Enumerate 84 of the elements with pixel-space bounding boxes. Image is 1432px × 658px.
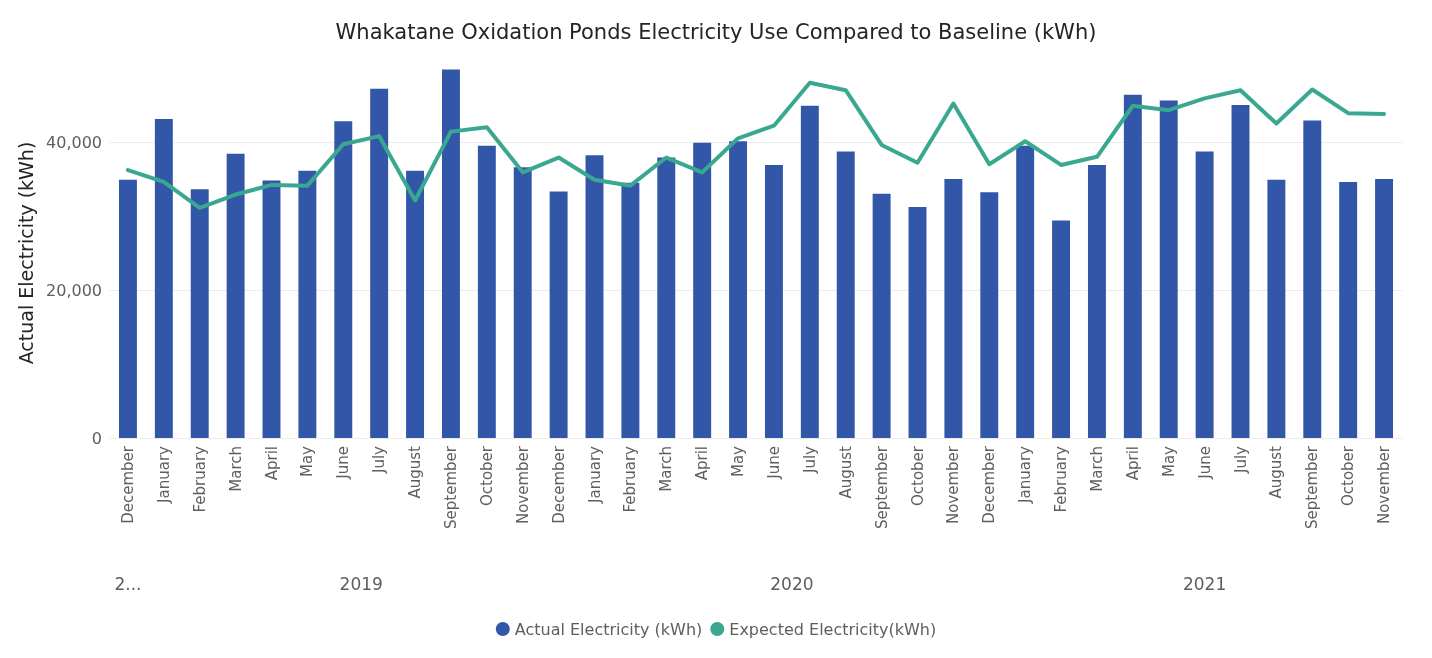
bar: [262, 180, 281, 438]
x-tick-label: April: [262, 446, 281, 481]
x-tick-label: June: [1195, 446, 1214, 480]
x-tick-label: January: [154, 445, 173, 504]
legend-label: Actual Electricity (kWh): [514, 619, 703, 639]
x-tick-label: May: [1159, 445, 1178, 478]
bar: [406, 170, 425, 438]
x-tick-label: August: [836, 445, 855, 499]
bar: [226, 153, 245, 438]
bar: [1339, 181, 1358, 438]
x-tick-label: July: [370, 445, 389, 474]
x-tick-label: March: [657, 446, 676, 492]
bar: [441, 69, 460, 438]
bar: [980, 192, 999, 438]
text: 2...: [114, 574, 142, 594]
x-tick-label: June: [334, 446, 353, 480]
x-tick-label: June: [764, 446, 783, 480]
bar: [729, 141, 748, 438]
x-tick-label: May: [729, 445, 748, 478]
bar: [1123, 94, 1142, 438]
x-tick-label: December: [118, 445, 137, 524]
x-tick-label: January: [1016, 445, 1035, 504]
bar: [908, 207, 927, 438]
chart-title: Whakatane Oxidation Ponds Electricity Use Compared to Baseline (kWh): [335, 19, 1097, 44]
x-tick-label: December: [980, 445, 999, 524]
x-tick-label: October: [477, 445, 496, 507]
y-axis-title: Actual Electricity (kWh): [14, 141, 37, 365]
bar: [621, 182, 640, 438]
bar: [800, 105, 819, 438]
x-tick-label: April: [693, 446, 712, 481]
x-tick-label: May: [298, 445, 317, 478]
text: 2021: [1182, 574, 1227, 594]
bar: [549, 191, 568, 438]
bar: [298, 170, 317, 438]
bar: [585, 155, 604, 438]
bar: [1375, 179, 1394, 438]
bar: [118, 179, 137, 438]
bar: [1087, 164, 1106, 438]
x-tick-label: July: [800, 445, 819, 474]
bar: [657, 157, 676, 438]
x-tick-label: November: [1375, 445, 1394, 525]
bar: [944, 179, 963, 438]
x-tick-label: February: [190, 445, 209, 513]
bar: [513, 167, 532, 438]
bar: [154, 119, 173, 438]
x-tick-label: August: [406, 445, 425, 499]
y-tick-label: 40,000: [46, 132, 102, 152]
bar: [836, 151, 855, 438]
bar: [334, 121, 353, 438]
x-tick-label: December: [549, 445, 568, 524]
x-tick-label: August: [1267, 445, 1286, 499]
x-tick-label: November: [513, 445, 532, 525]
line-series: [125, 80, 1387, 210]
text: 2019: [339, 574, 383, 594]
bar: [1052, 220, 1071, 438]
x-tick-label: July: [1231, 445, 1250, 474]
x-tick-label: September: [1303, 445, 1322, 529]
x-tick-label: September: [441, 445, 460, 529]
bar: [477, 145, 496, 438]
x-tick-label: September: [872, 445, 891, 529]
x-tick-label: October: [908, 445, 927, 507]
x-tick-label: March: [1087, 446, 1106, 492]
x-tick-label: November: [944, 445, 963, 525]
bar: [1159, 100, 1178, 438]
x-tick-label: March: [226, 446, 245, 492]
bar: [693, 142, 712, 438]
bar: [764, 164, 783, 438]
x-tick-label: February: [621, 445, 640, 513]
bar: [1195, 151, 1214, 438]
bar: [1231, 105, 1250, 438]
y-tick-label: 0: [91, 428, 102, 448]
text: 2020: [770, 574, 814, 594]
bar: [1303, 120, 1322, 438]
x-tick-label: October: [1339, 445, 1358, 507]
bar: [1016, 145, 1035, 438]
bar: [190, 189, 209, 438]
bar: [872, 193, 891, 438]
legend-label: Expected Electricity(kWh): [729, 619, 937, 639]
y-tick-label: 20,000: [46, 280, 102, 300]
x-tick-label: April: [1123, 446, 1142, 481]
bar: [370, 88, 389, 438]
bar: [1267, 179, 1286, 438]
x-tick-label: January: [585, 445, 604, 504]
x-tick-label: February: [1052, 445, 1071, 513]
